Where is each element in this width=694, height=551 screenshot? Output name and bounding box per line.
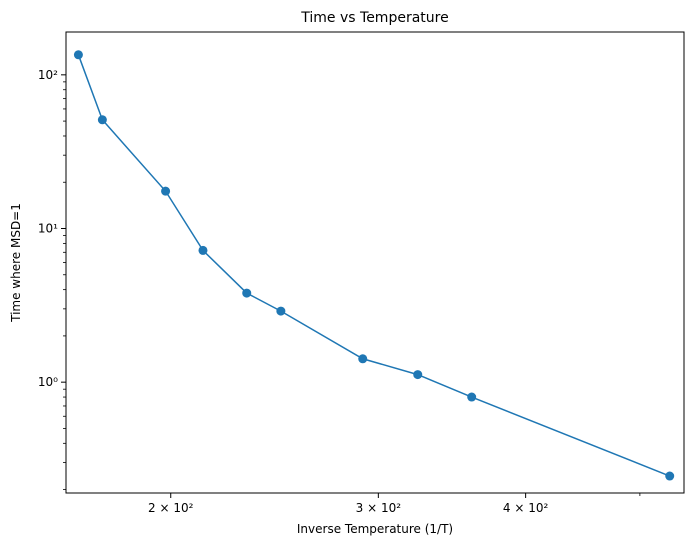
- data-point: [198, 245, 208, 255]
- y-tick-label: 10¹: [38, 222, 58, 236]
- y-tick-label: 10⁰: [38, 375, 58, 389]
- series-line: [77, 54, 670, 477]
- x-axis-label: Inverse Temperature (1/T): [297, 522, 453, 536]
- data-point: [467, 392, 477, 402]
- data-point: [413, 370, 423, 380]
- data-point: [276, 306, 286, 316]
- plot-frame: [65, 31, 685, 494]
- x-tick-label: 4 × 10²: [503, 501, 549, 515]
- data-point: [665, 471, 675, 481]
- data-point: [358, 354, 368, 364]
- series-layer: [73, 50, 675, 481]
- y-axis-label: Time where MSD=1: [9, 203, 23, 323]
- axis-ticks: 2 × 10² 3 × 10² 4 × 10² 10⁰ 10¹ 10²: [38, 68, 641, 515]
- data-point: [97, 115, 107, 125]
- y-tick-label: 10²: [38, 68, 58, 82]
- data-point: [161, 186, 171, 196]
- x-tick-label: 3 × 10²: [356, 501, 402, 515]
- x-tick-label: 2 × 10²: [148, 501, 194, 515]
- data-point: [242, 288, 252, 298]
- data-point: [73, 50, 83, 60]
- chart-title: Time vs Temperature: [300, 10, 448, 26]
